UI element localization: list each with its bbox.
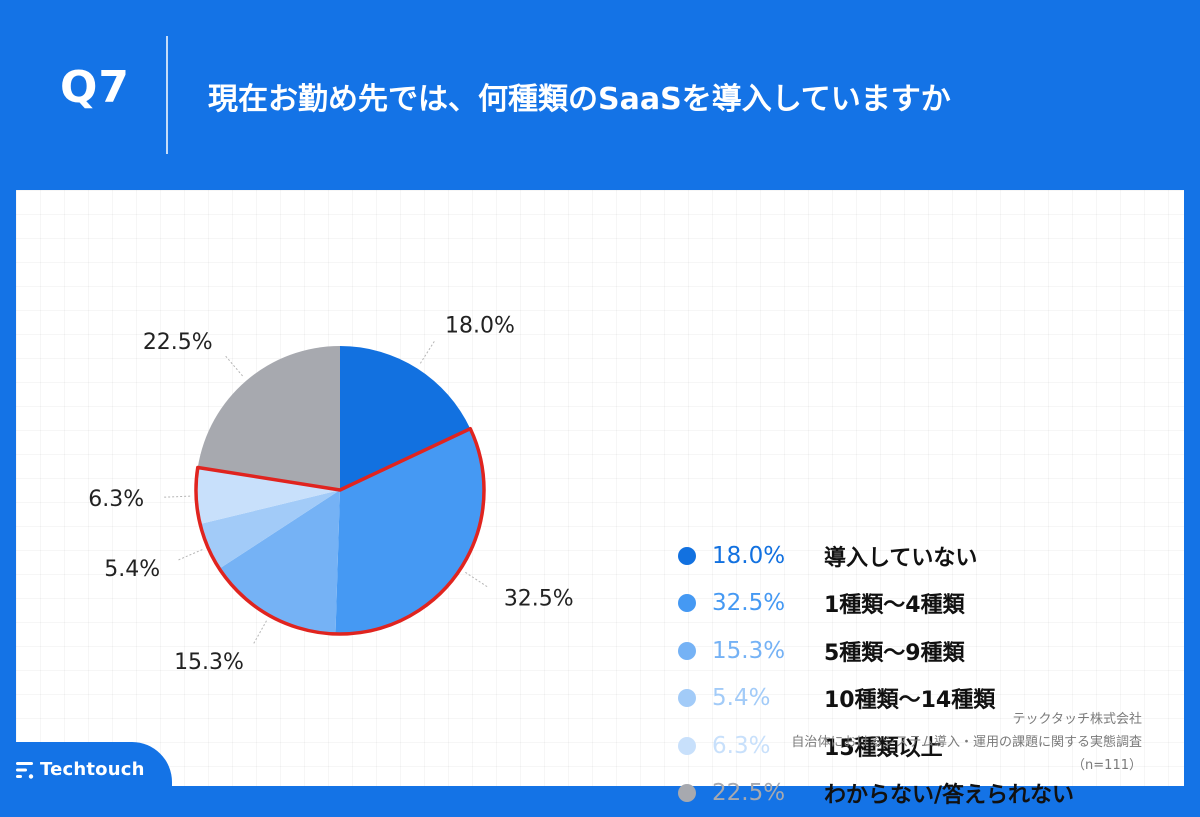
data-label: 15.3% xyxy=(174,650,244,675)
legend-item: 18.0% 導入していない xyxy=(674,532,1174,580)
data-label: 18.0% xyxy=(445,314,515,339)
legend-marker xyxy=(678,547,696,565)
legend-value: 32.5% xyxy=(712,590,785,616)
question-title: 現在お勤め先では、何種類のSaaSを導入していますか xyxy=(208,74,951,118)
data-label: 6.3% xyxy=(88,487,144,512)
legend-item: 15.3% 5種類〜9種類 xyxy=(674,627,1174,675)
leader-line xyxy=(224,355,242,376)
legend-marker xyxy=(678,689,696,707)
legend-item: 32.5% 1種類〜4種類 xyxy=(674,580,1174,628)
question-number: Q7 xyxy=(60,62,130,113)
leader-line xyxy=(253,621,267,645)
chart-card: 18.0% 32.5% 15.3% 5.4% 6.3% 22.5% 18.0% 導入してい… xyxy=(16,190,1184,786)
data-label: 22.5% xyxy=(143,330,213,355)
legend-value: 18.0% xyxy=(712,543,785,569)
leader-line xyxy=(177,550,203,561)
header: Q7 現在お勤め先では、何種類のSaaSを導入していますか xyxy=(0,0,1200,190)
logo-text: Techtouch xyxy=(40,759,145,780)
legend-label: 導入していない xyxy=(824,540,977,572)
sample-size: （n=111） xyxy=(791,754,1142,777)
legend-label: 5種類〜9種類 xyxy=(824,635,965,667)
legend-label: わからない/答えられない xyxy=(824,777,1074,809)
legend-value: 5.4% xyxy=(712,685,770,711)
logo-badge: Techtouch xyxy=(0,742,172,800)
legend-label: 1種類〜4種類 xyxy=(824,587,965,619)
techtouch-logo-icon xyxy=(16,760,36,780)
leader-line xyxy=(465,572,488,587)
legend-value: 22.5% xyxy=(712,780,785,806)
leader-line xyxy=(162,496,190,497)
legend-value: 15.3% xyxy=(712,638,785,664)
pie-slice xyxy=(198,346,340,490)
survey-name: 自治体におけるシステム導入・運用の課題に関する実態調査 xyxy=(791,731,1142,754)
legend-marker xyxy=(678,642,696,660)
legend-marker xyxy=(678,737,696,755)
data-label: 32.5% xyxy=(504,587,574,612)
legend-marker xyxy=(678,594,696,612)
data-label: 5.4% xyxy=(104,557,160,582)
legend-value: 6.3% xyxy=(712,733,770,759)
header-divider xyxy=(166,36,168,154)
company-name: テックタッチ株式会社 xyxy=(791,708,1142,731)
source-credit: テックタッチ株式会社 自治体におけるシステム導入・運用の課題に関する実態調査 （… xyxy=(791,708,1142,777)
leader-line xyxy=(420,340,435,364)
